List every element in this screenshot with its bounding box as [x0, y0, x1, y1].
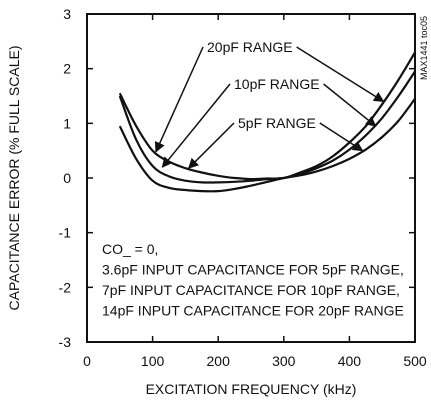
leader-right-10pf-range: [323, 83, 377, 127]
annotation-line-3: 7pF INPUT CAPACITANCE FOR 10pF RANGE,: [102, 282, 400, 298]
y-tick-label: -3: [59, 334, 72, 350]
leader-left-10pf-range: [161, 83, 231, 168]
leader-right-5pf-range: [319, 122, 364, 152]
x-tick-label: 0: [83, 353, 91, 369]
y-tick-label: 0: [63, 170, 71, 186]
x-tick-label: 200: [207, 353, 231, 369]
series-line-10pf-range: [118, 70, 416, 184]
y-tick-label: -2: [59, 279, 72, 295]
y-tick-label: 1: [63, 115, 71, 131]
leader-left-5pf-range: [187, 122, 235, 169]
series-label-10pf-range: 10pF RANGE: [234, 76, 320, 92]
y-axis-title: CAPACITANCE ERROR (% FULL SCALE): [6, 45, 22, 310]
x-tick-label: 300: [272, 353, 296, 369]
annotation-line-2: 3.6pF INPUT CAPACITANCE FOR 5pF RANGE,: [102, 262, 404, 278]
x-tick-label: 100: [141, 353, 165, 369]
leader-right-20pf-range: [296, 46, 385, 103]
annotation-line-1: CO_ = 0,: [102, 241, 158, 257]
y-tick-label: 3: [63, 6, 71, 22]
watermark-label: MAX1441 toc05: [419, 16, 429, 80]
x-tick-label: 400: [338, 353, 362, 369]
x-axis-title: EXCITATION FREQUENCY (kHz): [146, 381, 357, 397]
series-label-5pf-range: 5pF RANGE: [238, 115, 316, 131]
y-tick-label: 2: [63, 61, 71, 77]
x-tick-label: 500: [403, 353, 427, 369]
y-tick-label: -1: [59, 225, 72, 241]
leader-left-20pf-range: [154, 46, 204, 153]
series-line-5pf-range: [118, 98, 416, 193]
series-label-20pf-range: 20pF RANGE: [207, 39, 293, 55]
annotation-line-4: 14pF INPUT CAPACITANCE FOR 20pF RANGE: [102, 303, 404, 319]
